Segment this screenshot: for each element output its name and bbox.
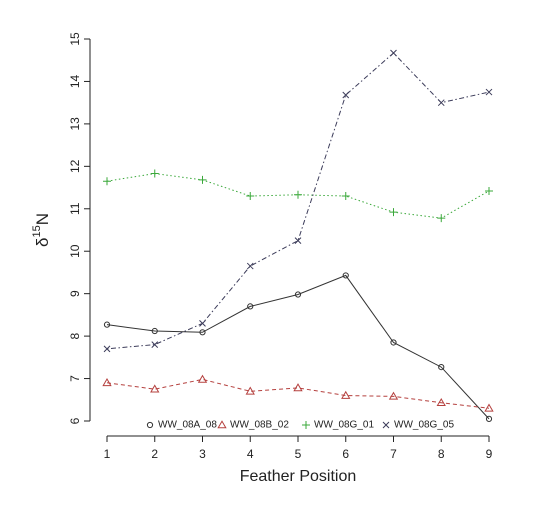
series-line xyxy=(106,274,490,420)
data-point xyxy=(390,339,397,346)
y-label-symbol: δ xyxy=(33,238,52,247)
x-tick-label: 8 xyxy=(438,447,445,461)
data-point xyxy=(198,175,207,184)
legend-label: WW_08G_01 xyxy=(314,420,374,431)
x-tick-label: 9 xyxy=(486,447,493,461)
data-point xyxy=(103,177,111,186)
data-point xyxy=(341,192,350,201)
x-tick-label: 4 xyxy=(247,447,254,461)
legend-marker xyxy=(146,421,154,429)
y-tick-label: 15 xyxy=(68,32,82,46)
y-tick-label: 11 xyxy=(68,202,82,215)
data-point xyxy=(150,384,160,393)
x-tick-label: 7 xyxy=(390,447,397,461)
data-point xyxy=(436,397,446,407)
data-point xyxy=(199,320,206,327)
data-point xyxy=(246,192,255,201)
legend-marker xyxy=(302,421,310,429)
data-point xyxy=(151,341,159,348)
legend-label: WW_08A_08 xyxy=(158,420,217,431)
data-point xyxy=(388,391,399,400)
legend-label: WW_08B_02 xyxy=(230,420,289,431)
data-point xyxy=(389,208,398,217)
legend-marker xyxy=(217,420,227,429)
y-tick-label: 7 xyxy=(68,375,82,382)
legend-marker xyxy=(382,421,390,429)
y-tick-label: 9 xyxy=(68,290,82,297)
x-tick-label: 5 xyxy=(295,447,302,461)
y-tick-label: 13 xyxy=(68,117,82,131)
data-point xyxy=(246,262,254,270)
data-point xyxy=(103,321,111,328)
data-point xyxy=(293,383,303,392)
data-point xyxy=(247,303,254,310)
data-point xyxy=(485,88,493,96)
data-point xyxy=(103,345,111,353)
data-point xyxy=(484,403,494,412)
y-axis-label: δ15N xyxy=(31,213,53,247)
x-tick-label: 2 xyxy=(151,447,158,461)
data-point xyxy=(102,377,112,387)
data-point xyxy=(437,99,445,107)
y-tick-label: 12 xyxy=(68,159,82,173)
y-label-letter: N xyxy=(33,213,52,225)
x-axis-label: Feather Position xyxy=(240,468,357,485)
data-point xyxy=(294,237,302,244)
data-point xyxy=(197,374,208,383)
data-point xyxy=(485,186,493,195)
x-tick-label: 3 xyxy=(199,447,206,461)
series-line xyxy=(106,173,490,219)
x-tick-label: 6 xyxy=(342,447,349,461)
data-point xyxy=(294,190,302,199)
data-point xyxy=(199,329,206,336)
data-point xyxy=(151,327,158,335)
data-point xyxy=(342,272,349,279)
data-point xyxy=(438,363,445,371)
data-point xyxy=(342,91,350,99)
data-point xyxy=(485,415,493,422)
data-point xyxy=(245,386,255,395)
series-line xyxy=(106,52,490,350)
y-tick-label: 8 xyxy=(68,332,82,339)
data-point xyxy=(390,49,397,57)
y-label-superscript: 15 xyxy=(31,225,43,237)
y-tick-label: 14 xyxy=(68,74,82,88)
y-tick-label: 10 xyxy=(68,244,82,258)
data-point xyxy=(341,390,351,399)
x-tick-label: 1 xyxy=(104,447,111,461)
data-point xyxy=(437,214,446,223)
y-tick-label: 6 xyxy=(68,417,82,424)
data-point xyxy=(294,291,302,298)
data-point xyxy=(150,169,159,178)
legend-label: WW_08G_05 xyxy=(394,420,454,431)
series-line xyxy=(106,378,490,409)
